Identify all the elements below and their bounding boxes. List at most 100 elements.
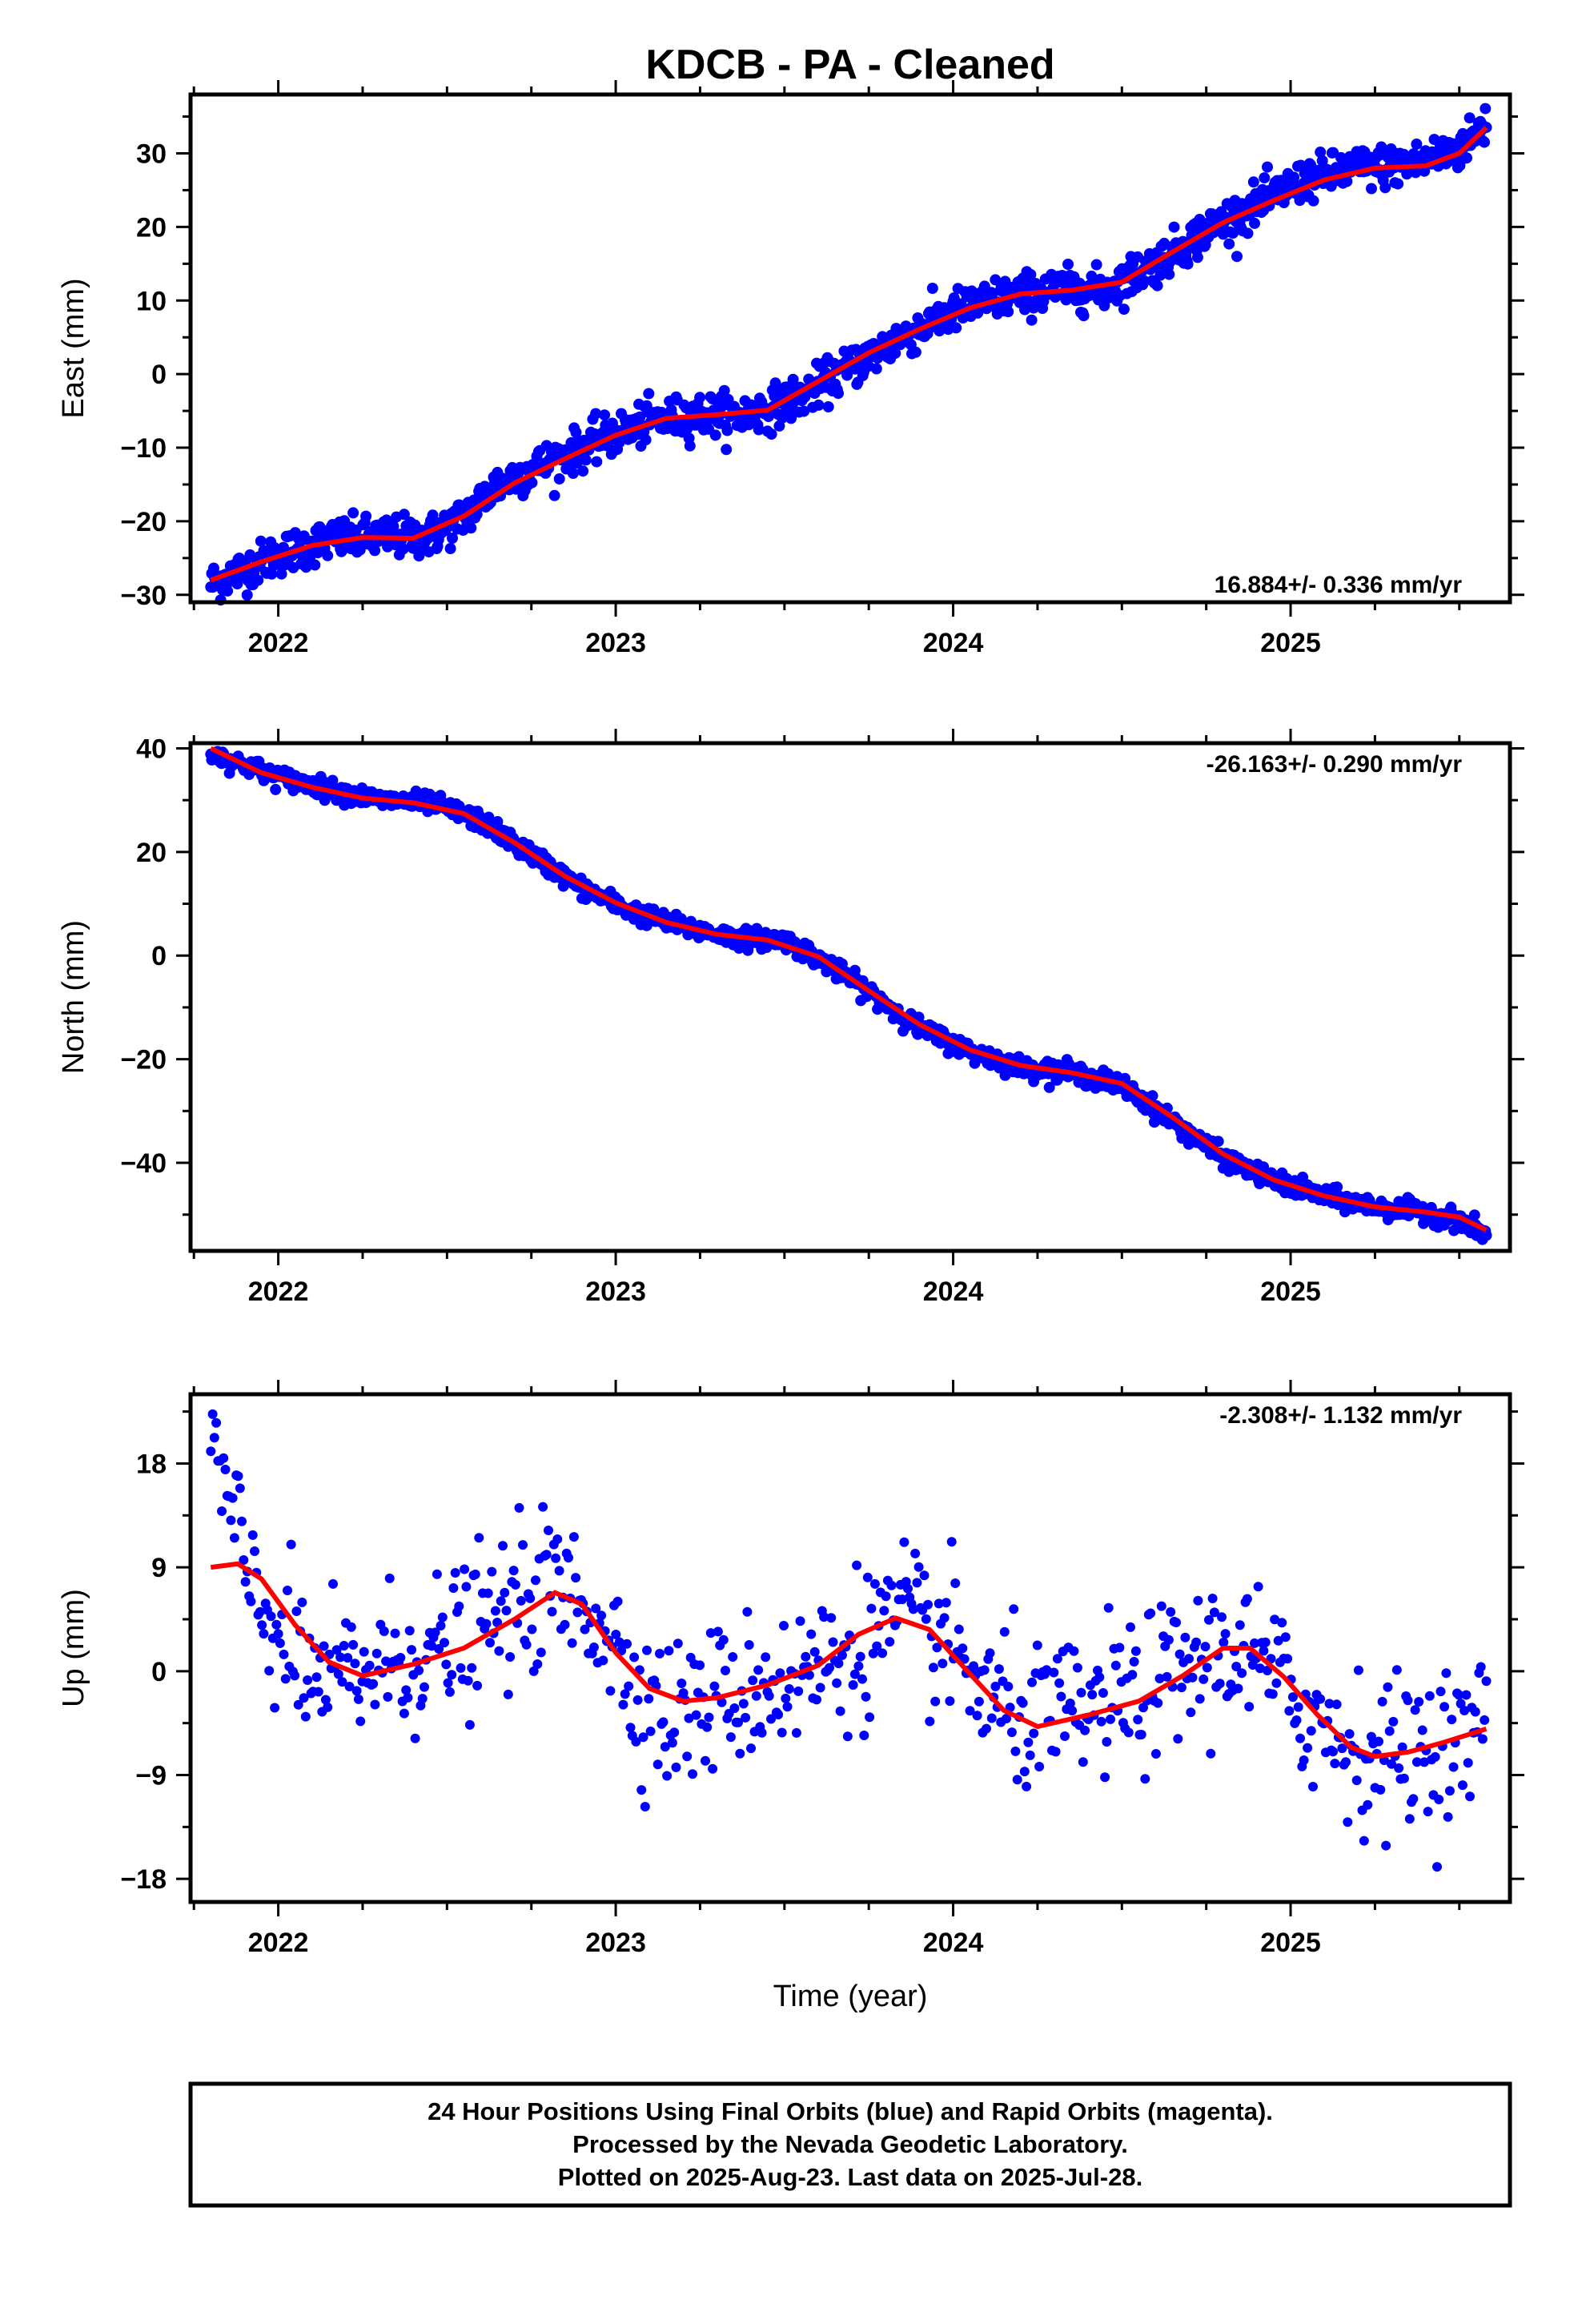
north-data-point [1480,1229,1492,1241]
up-data-point [291,1606,302,1616]
up-data-point [551,1553,561,1563]
up-data-point [344,1682,355,1691]
up-data-point [266,1611,276,1622]
north-y-tick-label: 0 [151,941,167,971]
up-data-point [1293,1702,1303,1712]
up-data-point [250,1546,259,1556]
up-data-point [273,1629,283,1639]
up-data-point [1123,1727,1134,1738]
up-data-point [1457,1780,1468,1791]
up-data-point [235,1483,245,1494]
up-y-tick-label: 9 [151,1553,167,1583]
up-data-point [1424,1691,1435,1701]
up-data-point [969,1661,978,1671]
up-data-point [1267,1689,1278,1699]
north-points [205,746,1492,1245]
up-data-point [1067,1706,1078,1716]
up-data-point [337,1677,347,1687]
up-data-point [809,1647,820,1657]
east-y-tick-label: 30 [136,139,167,170]
up-data-point [1411,1757,1422,1767]
up-data-point [364,1660,375,1671]
up-data-point [618,1699,628,1710]
up-data-point [1200,1642,1211,1652]
east-data-point [926,283,938,294]
east-data-point [1249,217,1260,229]
up-y-tick-label: −18 [120,1864,167,1895]
up-data-point [669,1727,680,1738]
north-y-tick-label: 20 [136,838,167,868]
up-data-point [1242,1594,1252,1604]
up-data-point [986,1713,997,1723]
up-data-point [919,1570,930,1581]
up-data-point [359,1647,369,1657]
up-data-point [866,1603,877,1614]
up-data-point [320,1695,331,1705]
up-data-point [773,1710,784,1719]
up-data-point [859,1731,869,1740]
east-data-point [1168,221,1180,233]
up-data-point [923,1599,933,1610]
up-data-point [226,1515,236,1526]
up-data-point [605,1686,616,1696]
east-data-point [1341,175,1353,187]
up-data-point [869,1578,880,1589]
east-data-point [1182,258,1194,270]
up-data-point [885,1637,895,1647]
east-data-point [721,424,733,436]
up-data-point [343,1653,353,1663]
up-data-point [297,1597,307,1607]
up-data-point [640,1802,650,1811]
up-data-point [1343,1817,1353,1827]
up-data-point [848,1680,858,1690]
up-data-point [1193,1595,1203,1606]
east-data-point [1026,314,1038,326]
up-data-point [1202,1663,1212,1673]
up-data-point [1133,1715,1143,1725]
up-data-point [704,1712,714,1723]
up-data-point [255,1606,265,1617]
up-y-tick-label: 0 [151,1657,167,1687]
east-data-point [252,574,264,586]
up-data-point [946,1537,957,1547]
up-data-point [791,1727,801,1738]
north-x-tick-label: 2022 [248,1277,309,1307]
up-data-point [1012,1775,1022,1785]
up-data-point [855,1651,865,1662]
up-data-point [624,1681,634,1691]
up-data-point [399,1708,409,1719]
up-data-point [1019,1767,1030,1777]
footer-frame [188,2081,1512,2208]
up-data-point [1052,1654,1062,1664]
up-data-point [525,1593,536,1603]
east-data-point [444,543,456,554]
up-data-point [925,1716,935,1727]
up-data-point [1394,1763,1404,1773]
up-data-point [1150,1749,1161,1759]
east-data-point [1062,259,1074,270]
up-data-point [381,1656,391,1667]
up-data-point [879,1606,889,1616]
east-x-tick-label: 2022 [248,628,309,658]
up-data-point [461,1582,472,1592]
up-data-point [353,1694,363,1704]
up-data-point [631,1736,641,1747]
north-y-tick-label: 40 [136,734,167,764]
east-data-point [909,346,921,358]
up-plot-frame [188,1392,1512,1904]
up-data-point [1306,1726,1316,1736]
up-data-point [662,1771,673,1781]
up-data-point [1253,1582,1263,1592]
up-data-point [908,1604,918,1614]
up-data-point [1146,1608,1156,1618]
up-data-point [552,1534,563,1544]
east-data-point [465,522,477,534]
up-data-point [1324,1699,1335,1709]
up-data-point [972,1711,982,1721]
up-data-point [1087,1690,1098,1700]
up-data-point [636,1785,647,1795]
up-y-tick-label: 18 [136,1449,167,1479]
up-data-point [233,1471,243,1482]
up-data-point [1463,1758,1473,1768]
up-data-point [472,1680,483,1691]
